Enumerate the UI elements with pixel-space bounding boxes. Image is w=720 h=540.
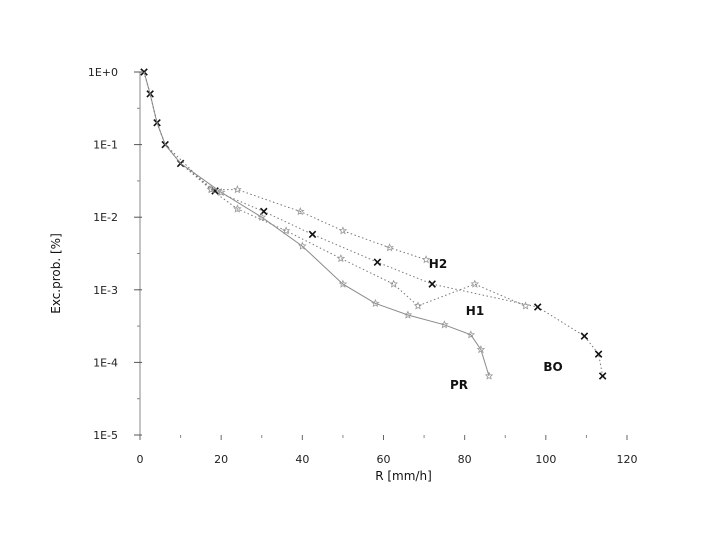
data-point-bo bbox=[533, 303, 542, 311]
data-point-bo bbox=[594, 350, 603, 358]
data-point-bo bbox=[580, 332, 589, 340]
data-point-pr bbox=[466, 330, 476, 339]
data-point-h1 bbox=[389, 279, 399, 288]
data-point-pr bbox=[257, 212, 267, 221]
data-point-stroke bbox=[373, 258, 382, 266]
labels-group: BO H2 H1 PR bbox=[429, 257, 563, 392]
series-label-pr: PR bbox=[450, 378, 468, 392]
y-tick-label: 1E-5 bbox=[93, 429, 118, 442]
y-tick-label: 1E-3 bbox=[93, 284, 118, 297]
data-point-bo bbox=[598, 372, 607, 380]
y-tick-label: 1E-2 bbox=[93, 211, 118, 224]
data-point-pr bbox=[439, 320, 449, 329]
data-point-h1 bbox=[233, 204, 242, 213]
x-tick-label: 100 bbox=[535, 453, 556, 466]
data-point-h1 bbox=[413, 301, 423, 310]
data-point-pr bbox=[403, 310, 413, 319]
data-point-h2 bbox=[338, 226, 348, 235]
data-point-bo bbox=[428, 280, 436, 288]
series-line-pr bbox=[143, 71, 490, 377]
y-tick-label: 1E+0 bbox=[88, 66, 118, 79]
data-point-h2 bbox=[385, 243, 394, 252]
data-point-stroke bbox=[533, 303, 542, 311]
x-tick-label: 120 bbox=[617, 453, 638, 466]
x-tick-label: 20 bbox=[214, 453, 228, 466]
data-point-h1 bbox=[206, 185, 216, 194]
data-point-stroke bbox=[598, 372, 607, 380]
data-point-stroke bbox=[140, 68, 148, 76]
data-point-h1 bbox=[336, 253, 346, 263]
series-label-h1: H1 bbox=[466, 304, 484, 318]
data-point-stroke bbox=[580, 332, 589, 340]
data-point-h2 bbox=[295, 206, 305, 216]
data-point-bo bbox=[373, 258, 382, 266]
y-tick-label: 1E-4 bbox=[93, 356, 118, 369]
series-group bbox=[140, 68, 607, 380]
data-point-pr bbox=[371, 298, 380, 308]
data-point-pr bbox=[484, 371, 494, 380]
data-point-h1 bbox=[281, 226, 291, 235]
x-tick-label: 40 bbox=[295, 453, 309, 466]
data-point-h2 bbox=[233, 185, 242, 194]
series-line-h2 bbox=[143, 71, 427, 261]
data-point-stroke bbox=[211, 187, 219, 195]
data-point-h2 bbox=[421, 255, 431, 264]
data-point-pr bbox=[216, 187, 226, 197]
data-point-stroke bbox=[594, 350, 603, 358]
data-point-pr bbox=[476, 345, 486, 354]
series-label-h2: H2 bbox=[429, 257, 447, 271]
data-point-h1 bbox=[521, 301, 530, 310]
y-tick-label: 1E-1 bbox=[93, 139, 118, 152]
y-axis-title: Exc.prob. [%] bbox=[49, 233, 63, 314]
x-tick-label: 80 bbox=[458, 453, 472, 466]
x-tick-label: 0 bbox=[137, 453, 144, 466]
data-point-bo bbox=[211, 187, 219, 195]
series-line-bo bbox=[143, 71, 604, 377]
data-point-bo bbox=[308, 230, 317, 239]
series-label-bo: BO bbox=[543, 360, 562, 374]
data-point-pr bbox=[338, 279, 348, 288]
data-point-h1 bbox=[470, 279, 480, 288]
x-axis-title: R [mm/h] bbox=[375, 469, 432, 483]
x-tick-label: 60 bbox=[377, 453, 391, 466]
series-line-h1 bbox=[143, 71, 526, 307]
data-point-bo bbox=[140, 68, 148, 76]
data-point-pr bbox=[298, 241, 307, 250]
data-point-stroke bbox=[428, 280, 436, 288]
axes: 1E+0 1E-1 1E-2 1E-3 1E-4 1E-5 0 20 40 60 80 100 120 R… bbox=[49, 66, 638, 483]
data-point-stroke bbox=[308, 230, 317, 239]
